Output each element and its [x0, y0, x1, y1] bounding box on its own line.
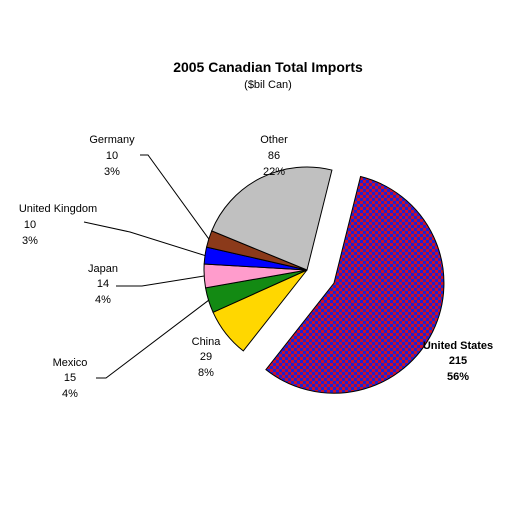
label-other: Other 86 22%: [260, 134, 288, 178]
slice-label-name: Mexico: [53, 357, 88, 369]
slice-label-value: 86: [268, 150, 280, 162]
leader-line-united-kingdom: [83, 221, 206, 257]
chart-title: 2005 Canadian Total Imports: [173, 59, 363, 75]
slice-label-percent: 4%: [62, 388, 78, 400]
leader-line-germany: [140, 154, 210, 240]
pie-slices: [203, 166, 445, 394]
pie-slice-united-states: [265, 175, 445, 394]
label-united-states: United States 215 56%: [423, 340, 493, 383]
leader-line-japan: [116, 275, 205, 287]
slice-label-percent: 3%: [22, 235, 38, 247]
slice-label-percent: 22%: [263, 166, 285, 178]
label-united-kingdom: United Kingdom 10 3%: [19, 203, 97, 247]
slice-label-name: Other: [260, 134, 288, 146]
label-germany: Germany 10 3%: [89, 134, 135, 178]
slice-label-percent: 4%: [95, 294, 111, 306]
pie-slice-other: [211, 166, 333, 271]
slice-label-value: 29: [200, 351, 212, 363]
slice-label-value: 10: [106, 150, 118, 162]
leader-line-mexico: [96, 299, 209, 379]
chart-subtitle: ($bil Can): [244, 79, 292, 91]
slice-label-value: 10: [24, 219, 36, 231]
slice-label-value: 15: [64, 372, 76, 384]
label-japan: Japan 14 4%: [88, 263, 118, 306]
slice-label-percent: 8%: [198, 367, 214, 379]
slice-label-name: United States: [423, 340, 493, 352]
slice-label-name: Germany: [89, 134, 135, 146]
slice-label-value: 14: [97, 278, 109, 290]
slice-label-name: Japan: [88, 263, 118, 275]
slice-label-name: United Kingdom: [19, 203, 97, 215]
slice-label-percent: 56%: [447, 371, 469, 383]
label-mexico: Mexico 15 4%: [53, 357, 88, 400]
slice-label-value: 215: [449, 355, 467, 367]
slice-label-percent: 3%: [104, 166, 120, 178]
label-china: China 29 8%: [192, 336, 222, 379]
leader-lines: [83, 154, 210, 379]
slice-label-name: China: [192, 336, 222, 348]
